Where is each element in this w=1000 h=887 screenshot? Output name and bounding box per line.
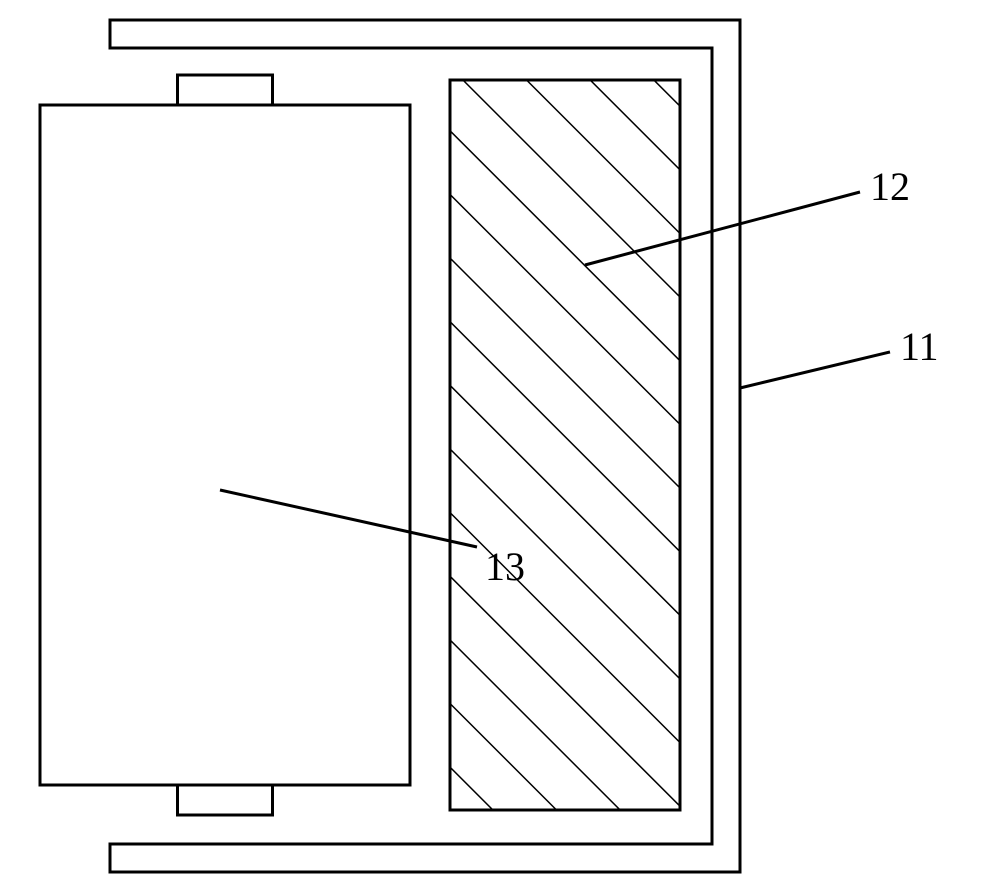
hatched-block-12 (450, 80, 680, 810)
diagram-svg: 12 11 13 (0, 0, 1000, 887)
roller-neck-bottom (178, 785, 273, 815)
roller-body-13 (40, 105, 410, 785)
label-12: 12 (870, 164, 910, 209)
leader-label-11 (740, 352, 890, 388)
label-11: 11 (900, 324, 939, 369)
roller-neck-top (178, 75, 273, 105)
label-13: 13 (485, 544, 525, 589)
diagram-canvas: 12 11 13 (0, 0, 1000, 887)
